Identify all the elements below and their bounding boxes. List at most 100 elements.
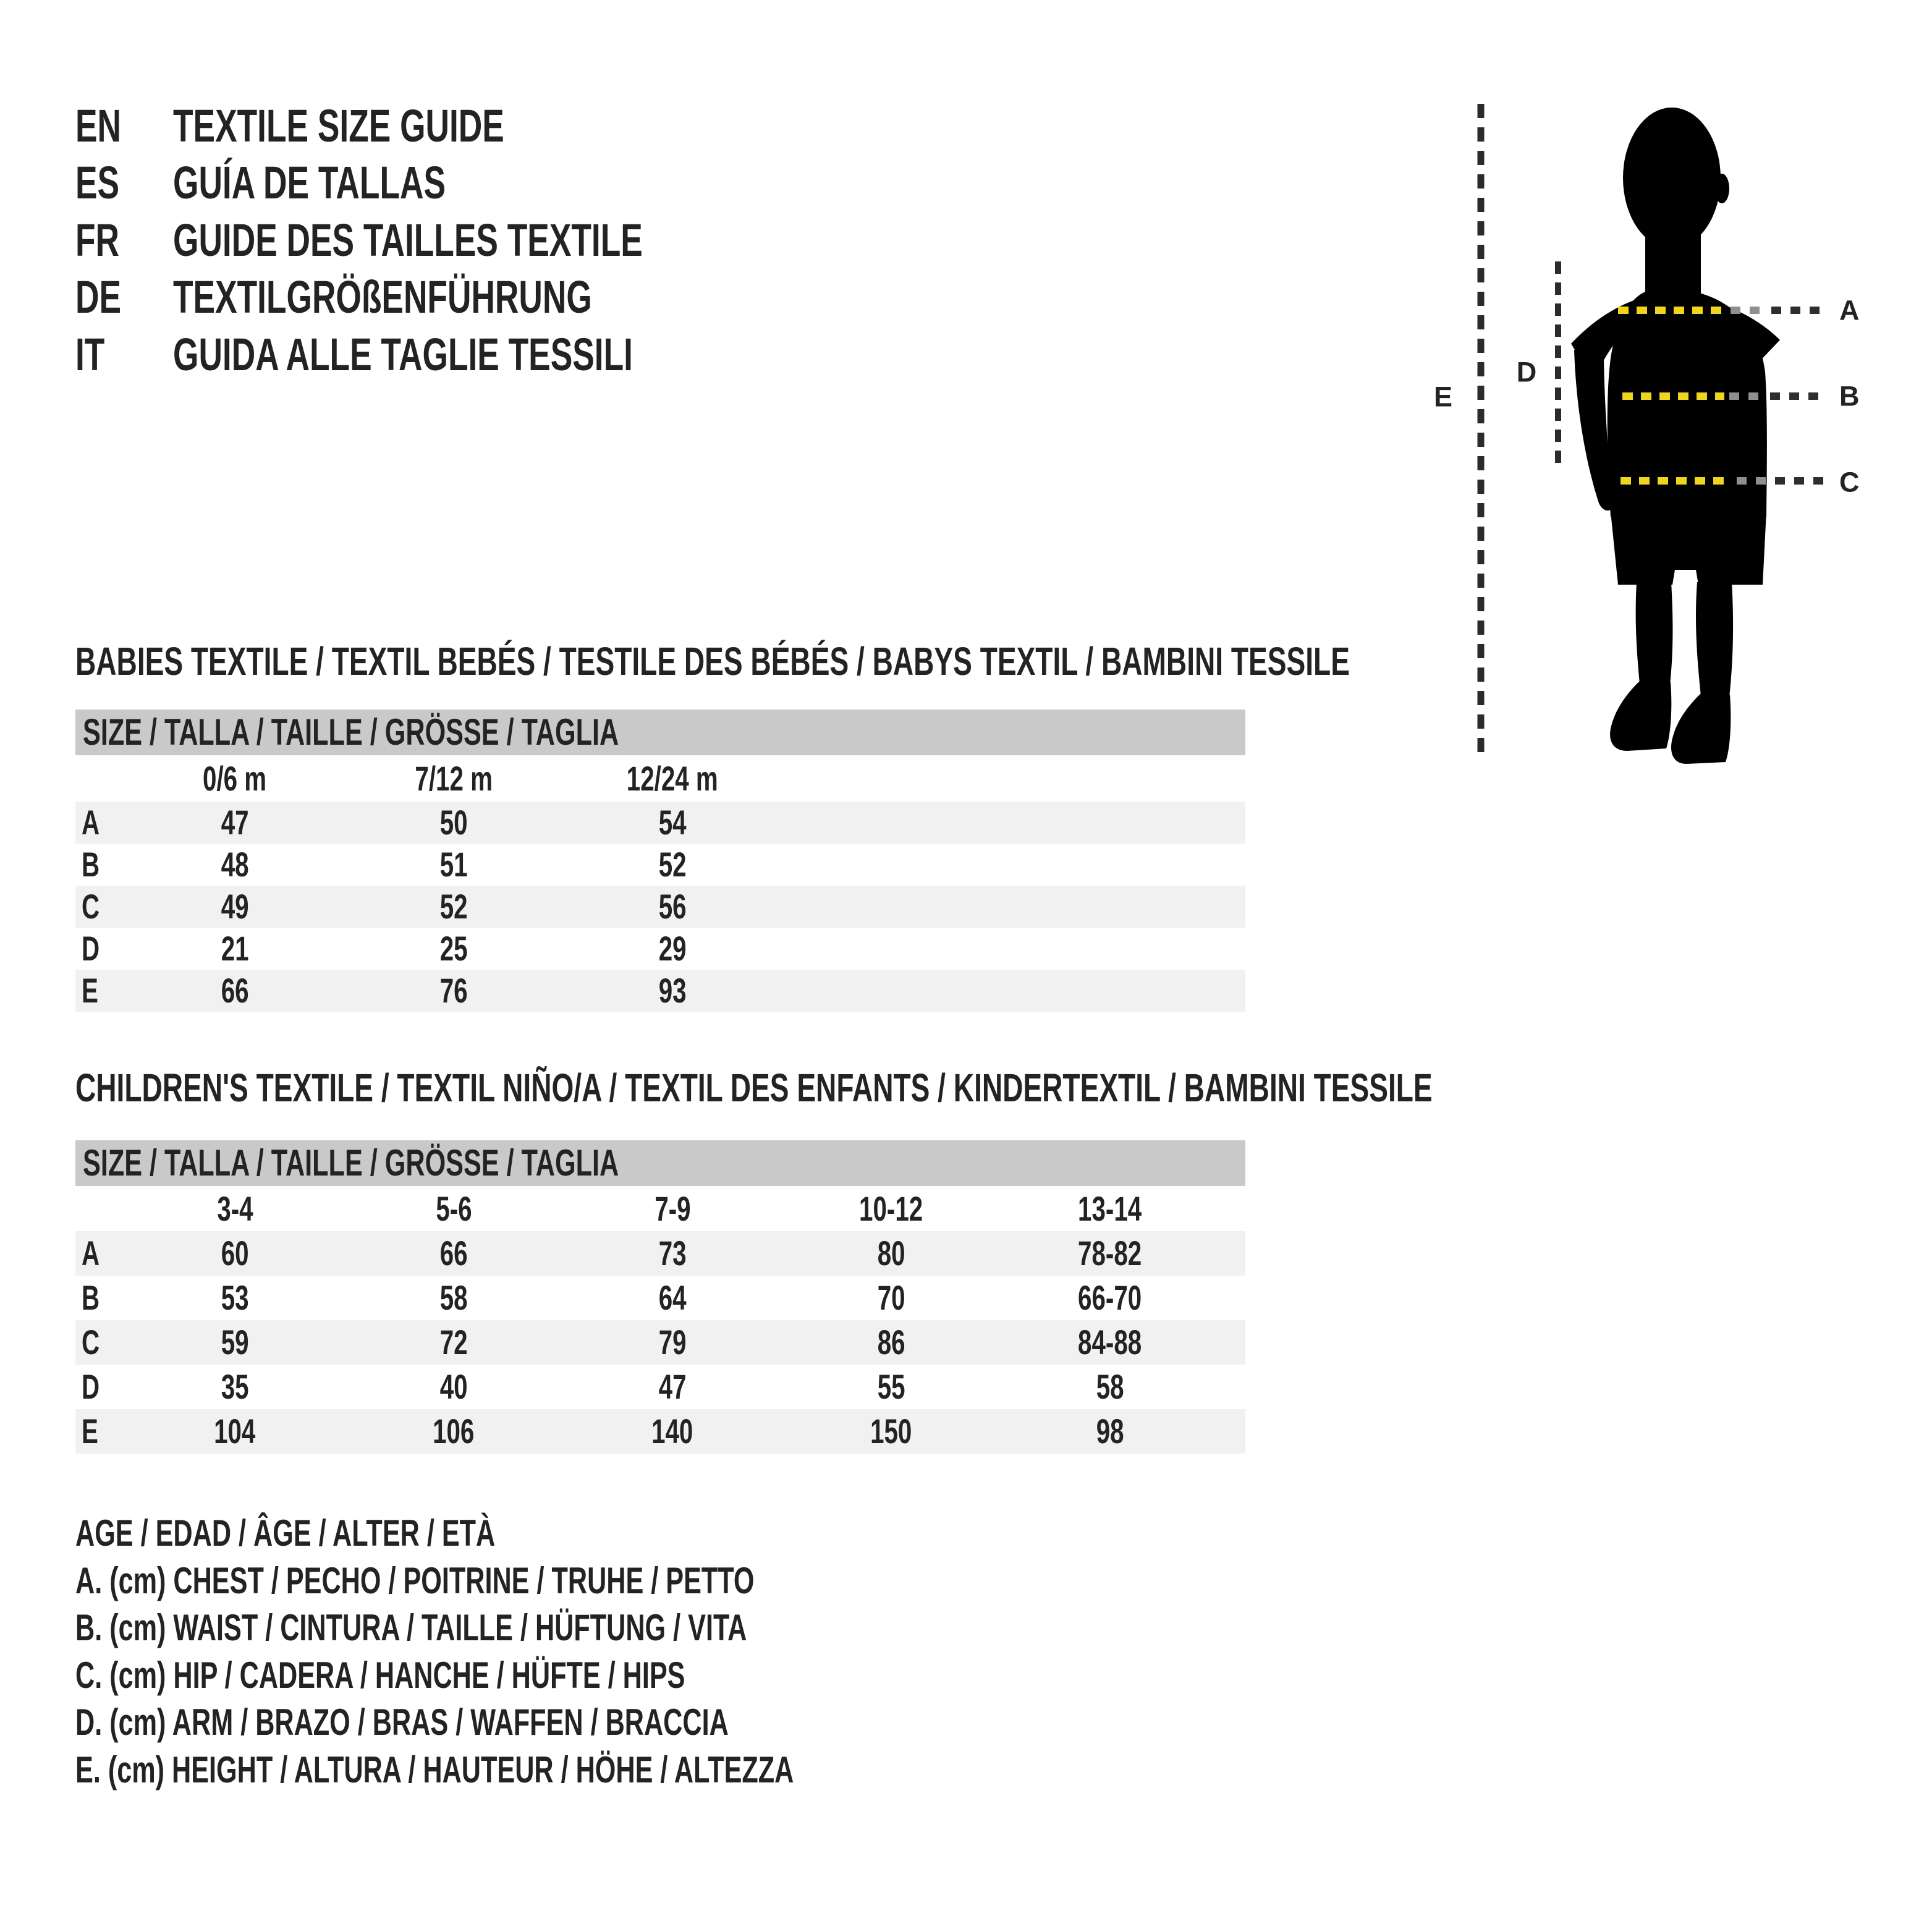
children-b-1: 58: [439, 1278, 468, 1317]
figure-label-d: D: [1517, 357, 1537, 388]
legend-height: E. (cm) HEIGHT / ALTURA / HAUTEUR / HÖHE…: [75, 1746, 1073, 1794]
children-col-4: 13-14: [1078, 1189, 1142, 1228]
lang-title-de: TEXTILGRÖßENFÜHRUNG: [173, 271, 592, 323]
babies-row-e: E 66 76 93: [75, 970, 1245, 1012]
babies-row-a: A 47 50 54: [75, 802, 1245, 844]
children-column-header-row: 3-4 5-6 7-9 10-12 13-14: [75, 1187, 1245, 1231]
babies-a-0: 47: [221, 803, 249, 842]
children-b-4: 66-70: [1078, 1278, 1142, 1317]
legend-height-text: E. (cm) HEIGHT / ALTURA / HAUTEUR / HÖHE…: [75, 1749, 794, 1790]
babies-size-header-text: SIZE / TALLA / TAILLE / GRÖSSE / TAGLIA: [83, 711, 619, 753]
children-section-title: CHILDREN'S TEXTILE / TEXTIL NIÑO/A / TEX…: [75, 1066, 1433, 1110]
babies-row-d-label: D: [82, 929, 100, 968]
children-size-header-bar: SIZE / TALLA / TAILLE / GRÖSSE / TAGLIA: [75, 1140, 1245, 1186]
silhouette-ear: [1714, 174, 1729, 203]
children-e-4: 98: [1096, 1412, 1124, 1451]
babies-row-b: B 48 51 52: [75, 844, 1245, 886]
children-size-header-text: SIZE / TALLA / TAILLE / GRÖSSE / TAGLIA: [83, 1142, 619, 1184]
children-row-c-label: C: [82, 1323, 100, 1362]
figure-label-c: C: [1839, 467, 1860, 498]
children-a-4: 78-82: [1078, 1234, 1142, 1273]
legend-waist-text: B. (cm) WAIST / CINTURA / TAILLE / HÜFTU…: [75, 1607, 747, 1648]
silhouette-neck: [1645, 213, 1701, 303]
babies-column-header-row: 0/6 m 7/12 m 12/24 m: [75, 755, 1245, 802]
legend-age-text: AGE / EDAD / ÂGE / ALTER / ETÀ: [75, 1512, 496, 1554]
children-row-b-label: B: [82, 1278, 100, 1317]
silhouette-torso: [1607, 292, 1767, 517]
silhouette-left-leg: [1635, 582, 1673, 685]
babies-c-1: 52: [439, 887, 468, 926]
babies-col-1: 7/12 m: [415, 759, 493, 798]
babies-row-a-label: A: [82, 803, 100, 842]
babies-col-0: 0/6 m: [203, 759, 267, 798]
babies-d-0: 21: [221, 929, 249, 968]
children-c-3: 86: [877, 1323, 905, 1362]
babies-section-heading: BABIES TEXTILE / TEXTIL BEBÉS / TESTILE …: [75, 641, 1845, 682]
legend-chest: A. (cm) CHEST / PECHO / POITRINE / TRUHE…: [75, 1557, 1019, 1604]
babies-row-b-label: B: [82, 845, 100, 884]
lang-code-es: ES: [75, 157, 120, 208]
children-c-4: 84-88: [1078, 1323, 1142, 1362]
children-d-4: 58: [1096, 1367, 1124, 1406]
children-col-3: 10-12: [859, 1189, 923, 1228]
legend-waist: B. (cm) WAIST / CINTURA / TAILLE / HÜFTU…: [75, 1604, 1008, 1651]
lang-code-it: IT: [75, 329, 105, 380]
figure-label-b: B: [1839, 381, 1860, 412]
babies-c-2: 56: [658, 887, 687, 926]
babies-a-1: 50: [439, 803, 468, 842]
silhouette-right-shoe: [1671, 693, 1731, 764]
babies-size-header-bar: SIZE / TALLA / TAILLE / GRÖSSE / TAGLIA: [75, 710, 1245, 755]
children-d-3: 55: [877, 1367, 905, 1406]
children-d-2: 47: [658, 1367, 687, 1406]
lang-code-de: DE: [75, 271, 122, 323]
children-row-a-label: A: [82, 1234, 100, 1273]
lang-title-es: GUÍA DE TALLAS: [173, 157, 446, 208]
children-a-0: 60: [221, 1234, 249, 1273]
babies-e-0: 66: [221, 971, 249, 1010]
children-c-2: 79: [658, 1323, 687, 1362]
silhouette-right-leg: [1696, 582, 1734, 697]
legend-chest-text: A. (cm) CHEST / PECHO / POITRINE / TRUHE…: [75, 1560, 755, 1601]
children-section-heading: CHILDREN'S TEXTILE / TEXTIL NIÑO/A / TEX…: [75, 1067, 1932, 1108]
children-d-0: 35: [221, 1367, 249, 1406]
legend-age: AGE / EDAD / ÂGE / ALTER / ETÀ: [75, 1509, 658, 1557]
babies-section-title: BABIES TEXTILE / TEXTIL BEBÉS / TESTILE …: [75, 639, 1350, 684]
children-b-0: 53: [221, 1278, 249, 1317]
children-col-2: 7-9: [654, 1189, 691, 1228]
child-silhouette-figure: A B C D E: [1434, 104, 1860, 764]
children-row-b: B 53 58 64 70 66-70: [75, 1276, 1245, 1320]
legend-arm-text: D. (cm) ARM / BRAZO / BRAS / WAFFEN / BR…: [75, 1701, 729, 1743]
silhouette-left-shoe: [1610, 681, 1672, 751]
babies-d-1: 25: [439, 929, 468, 968]
legend-hip-text: C. (cm) HIP / CADERA / HANCHE / HÜFTE / …: [75, 1654, 685, 1696]
children-e-0: 104: [214, 1412, 256, 1451]
children-b-3: 70: [877, 1278, 905, 1317]
children-d-1: 40: [439, 1367, 468, 1406]
legend-arm: D. (cm) ARM / BRAZO / BRAS / WAFFEN / BR…: [75, 1698, 983, 1746]
figure-label-e: E: [1434, 381, 1452, 413]
lang-code-fr: FR: [75, 214, 120, 266]
babies-b-1: 51: [439, 845, 468, 884]
lang-title-fr: GUIDE DES TAILLES TEXTILE: [173, 214, 643, 266]
babies-col-2: 12/24 m: [627, 759, 718, 798]
lang-title-en: TEXTILE SIZE GUIDE: [173, 100, 504, 151]
children-row-c: C 59 72 79 86 84-88: [75, 1320, 1245, 1365]
figure-label-a: A: [1839, 295, 1860, 326]
children-row-e-label: E: [82, 1412, 98, 1451]
babies-c-0: 49: [221, 887, 249, 926]
lang-title-it: GUIDA ALLE TAGLIE TESSILI: [173, 329, 633, 380]
children-e-2: 140: [651, 1412, 693, 1451]
babies-b-0: 48: [221, 845, 249, 884]
children-row-d: D 35 40 47 55 58: [75, 1365, 1245, 1409]
children-a-1: 66: [439, 1234, 468, 1273]
child-silhouette: [1571, 108, 1780, 764]
babies-row-e-label: E: [82, 971, 98, 1010]
children-row-d-label: D: [82, 1367, 100, 1406]
children-e-3: 150: [870, 1412, 912, 1451]
children-row-a: A 60 66 73 80 78-82: [75, 1231, 1245, 1276]
babies-d-2: 29: [658, 929, 687, 968]
children-c-0: 59: [221, 1323, 249, 1362]
babies-e-2: 93: [658, 971, 687, 1010]
children-e-1: 106: [433, 1412, 475, 1451]
